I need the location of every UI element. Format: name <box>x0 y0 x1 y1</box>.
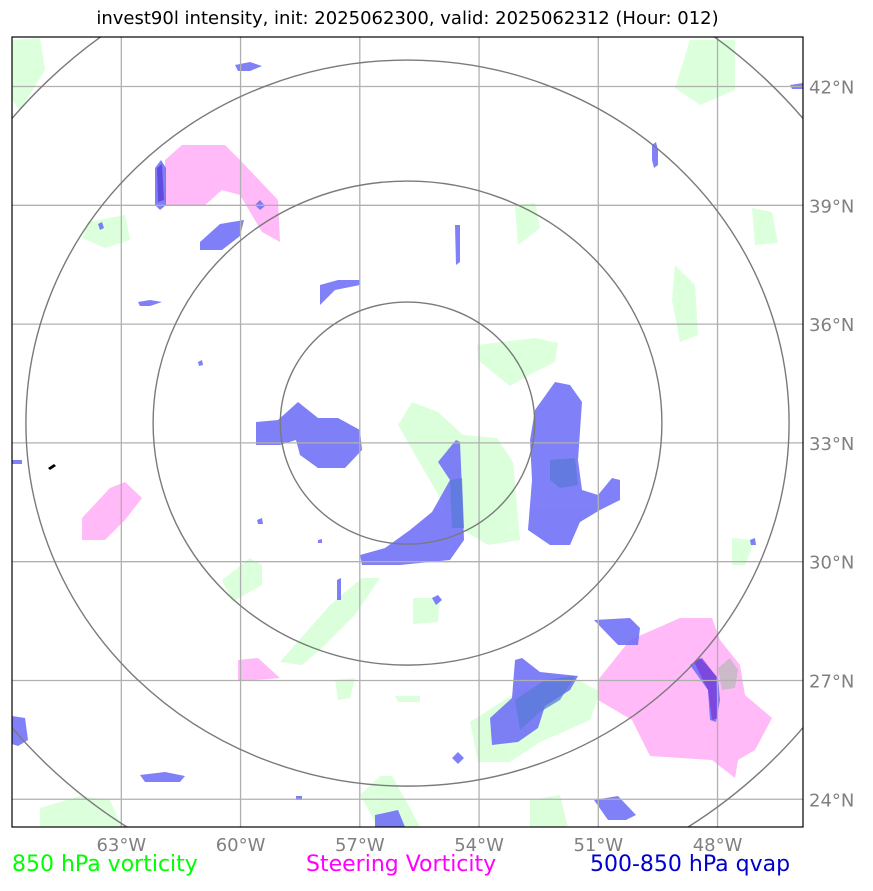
vorticity-patch <box>222 558 262 602</box>
qvap-patch <box>318 539 322 543</box>
gridlines <box>12 37 803 827</box>
latitude-tick-label: 30°N <box>809 553 854 574</box>
qvap-patch <box>594 618 640 645</box>
qvap-patch <box>235 62 262 71</box>
qvap-patch <box>455 225 460 265</box>
overlap-patch <box>157 164 164 202</box>
legend-850-vorticity: 850 hPa vorticity <box>12 852 198 877</box>
range-ring <box>152 180 663 666</box>
longitude-tick-label: 48°W <box>693 835 743 856</box>
latitude-tick-label: 33°N <box>809 434 854 455</box>
qvap-patch <box>594 796 636 820</box>
latitude-tick-label: 24°N <box>809 790 854 811</box>
qvap-patch <box>256 402 362 468</box>
qvap-patch <box>98 222 104 230</box>
qvap-patch <box>12 460 22 464</box>
longitude-tick-label: 54°W <box>454 835 504 856</box>
vorticity-patch <box>280 578 380 665</box>
longitude-tick-label: 63°W <box>96 835 146 856</box>
vorticity-patch <box>40 796 122 827</box>
qvap-patch <box>140 772 185 782</box>
vorticity-patch <box>675 40 735 105</box>
legend-qvap: 500-850 hPa qvap <box>590 852 791 877</box>
vorticity-patch <box>335 678 355 700</box>
overlap-patch <box>550 458 578 488</box>
qvap-patch <box>257 518 263 524</box>
steering-patch <box>82 482 142 540</box>
coastline-fragment <box>48 464 56 470</box>
latitude-tick-label: 42°N <box>809 77 854 98</box>
tick-labels: 63°W 60°W 57°W 54°W 51°W 48°W 42°N 39°N 36°N 33°N… <box>96 77 854 856</box>
longitude-tick-label: 57°W <box>335 835 385 856</box>
qvap-patch <box>337 578 341 600</box>
vorticity-patch <box>752 208 778 245</box>
steering-patch <box>238 658 280 680</box>
vorticity-patch <box>530 795 568 827</box>
qvap-patch <box>750 538 756 545</box>
vorticity-patch <box>413 598 440 624</box>
qvap-patch <box>360 440 464 565</box>
qvap-patch <box>375 810 405 827</box>
qvap-patch <box>452 752 464 764</box>
overlap-patch <box>450 478 464 528</box>
qvap-patch <box>200 220 244 250</box>
vorticity-patch <box>732 538 755 565</box>
overlap-patch <box>718 658 738 690</box>
latitude-tick-label: 36°N <box>809 315 854 336</box>
latitude-tick-label: 27°N <box>809 671 854 692</box>
legend-steering-vorticity: Steering Vorticity <box>306 852 497 877</box>
map-frame <box>11 36 804 828</box>
vorticity-patch <box>82 215 130 248</box>
steering-patch <box>598 618 772 778</box>
overlap-layer <box>157 164 738 730</box>
longitude-tick-label: 51°W <box>573 835 623 856</box>
range-ring <box>279 301 536 545</box>
qvap-patch <box>138 300 162 306</box>
qvap-patch <box>198 360 203 366</box>
range-ring <box>25 59 790 787</box>
vorticity-patch <box>360 776 420 827</box>
qvap-patch <box>432 595 442 605</box>
vorticity-patch <box>672 265 698 342</box>
vorticity-patch <box>12 38 45 110</box>
map-title: invest90l intensity, init: 2025062300, v… <box>96 8 719 29</box>
qvap-patch <box>320 280 360 305</box>
overlap-patch <box>515 676 575 730</box>
steering-vorticity-layer <box>82 145 772 778</box>
vorticity-patch <box>395 696 420 702</box>
longitude-tick-label: 60°W <box>216 835 266 856</box>
qvap-patch <box>12 716 28 746</box>
latitude-tick-label: 39°N <box>809 196 854 217</box>
steering-patch <box>165 145 280 242</box>
overlap-patch <box>694 658 718 720</box>
